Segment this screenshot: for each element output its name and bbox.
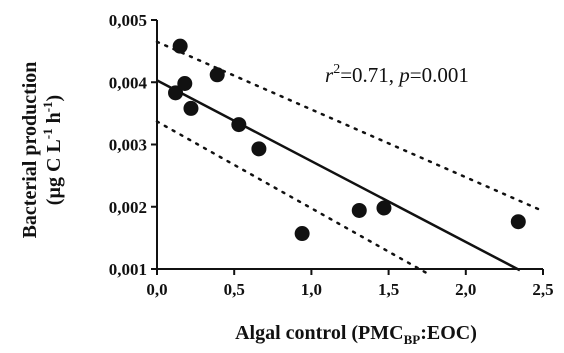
data-point <box>376 200 392 216</box>
x-axis-title: Algal control (PMCBP:EOC) <box>235 322 477 347</box>
y-axis-title-line2: (µg C L-1 h-1) <box>40 95 65 205</box>
x-tick-label: 0,5 <box>224 280 245 299</box>
fit-lines <box>155 40 545 275</box>
y-axis-title-sup2: -1 <box>40 101 55 112</box>
data-point <box>251 141 267 157</box>
x-tick-label: 2,5 <box>532 280 553 299</box>
x-tick-label: 1,0 <box>301 280 322 299</box>
data-point <box>351 202 367 218</box>
y-axis-ticks: 0,001 0,002 0,003 0,004 0,005 <box>109 11 157 279</box>
y-axis-title: Bacterial production (µg C L-1 h-1) <box>19 62 65 239</box>
data-points <box>168 38 526 242</box>
stats-annotation: r2=0.71, p=0.001 <box>325 62 469 87</box>
data-point <box>231 117 247 133</box>
p-value: =0.001 <box>410 63 469 87</box>
x-axis-title-main: Algal control (PMC <box>235 322 404 344</box>
y-axis-title-sup1: -1 <box>40 128 55 139</box>
x-axis-title-end: :EOC) <box>420 322 477 344</box>
y-tick-label: 0,003 <box>109 136 147 155</box>
confidence-upper-line <box>155 40 545 213</box>
x-tick-label: 2,0 <box>455 280 476 299</box>
data-point <box>168 85 184 101</box>
plot-area <box>156 20 543 270</box>
data-point <box>177 75 193 91</box>
y-axis-title-units-mid: h <box>43 112 65 128</box>
regression-line <box>156 79 521 272</box>
data-point <box>172 38 188 54</box>
y-axis-title-line1: Bacterial production <box>19 62 41 239</box>
data-point <box>294 226 310 242</box>
r-value: =0.71, <box>340 63 399 87</box>
data-point <box>510 214 526 230</box>
p-symbol: p <box>397 63 410 87</box>
y-tick-label: 0,004 <box>109 73 148 92</box>
confidence-lower-line <box>155 120 429 275</box>
data-point <box>183 100 199 116</box>
x-tick-label: 1,5 <box>378 280 399 299</box>
y-axis-title-units-end: ) <box>43 95 65 102</box>
r-superscript: 2 <box>333 62 340 77</box>
y-tick-label: 0,002 <box>109 198 147 217</box>
x-axis-title-sub: BP <box>404 332 421 347</box>
x-axis-ticks: 0,0 0,5 1,0 1,5 2,0 2,5 <box>146 269 554 299</box>
data-point <box>209 67 225 83</box>
r-symbol: r <box>325 63 334 87</box>
x-tick-label: 0,0 <box>146 280 167 299</box>
y-axis-title-units-pre: (µg C L <box>43 139 65 205</box>
y-tick-label: 0,001 <box>109 260 147 279</box>
y-tick-label: 0,005 <box>109 11 147 30</box>
